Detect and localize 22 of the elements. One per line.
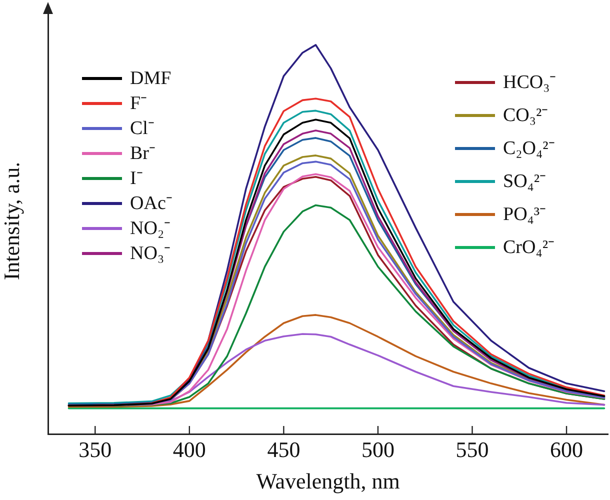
x-axis-title: Wavelength, nm — [256, 468, 400, 494]
legend-label: CO₃²⁻ — [503, 105, 548, 126]
legend-label: F⁻ — [130, 93, 147, 114]
x-tick-label: 550 — [456, 436, 489, 462]
legend-label: C₂O₄²⁻ — [503, 138, 554, 159]
legend-label: PO₄³⁻ — [503, 204, 546, 225]
legend-label: Br⁻ — [130, 143, 155, 164]
legend-label: CrO₄²⁻ — [503, 237, 554, 258]
x-tick-label: 450 — [267, 436, 300, 462]
legend-label: NO₃⁻ — [130, 243, 170, 264]
legend-label: I⁻ — [130, 168, 142, 189]
legend-label: DMF — [130, 68, 172, 89]
x-tick-label: 400 — [172, 436, 206, 462]
legend-label: SO₄²⁻ — [503, 171, 546, 192]
y-axis-title: Intensity, a.u. — [0, 162, 24, 280]
legend-label: Cl⁻ — [130, 118, 154, 139]
legend-label: HCO₃⁻ — [503, 72, 556, 93]
legend-label: OAc⁻ — [130, 193, 172, 214]
x-tick-label: 350 — [78, 436, 112, 462]
legend-label: NO₂⁻ — [130, 218, 170, 239]
x-tick-label: 600 — [550, 436, 584, 462]
x-tick-label: 500 — [361, 436, 394, 462]
